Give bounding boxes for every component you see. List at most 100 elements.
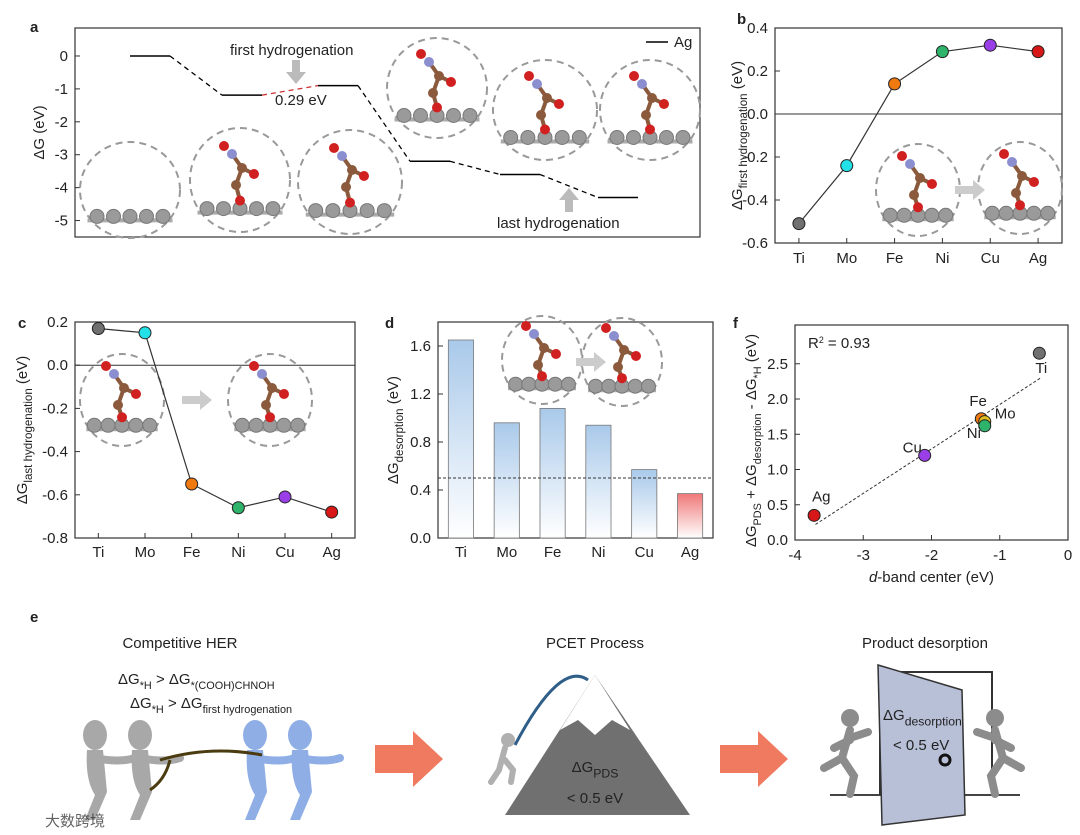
person-head [83,720,107,750]
atom [234,417,250,433]
molecule-atom [446,77,456,87]
data-point [983,38,997,52]
atom [155,208,171,224]
x-tick-label: Ag [322,544,340,561]
atom [413,108,428,123]
legend-label: Ag [674,34,692,51]
transition-arrow [182,390,212,410]
y-tick-label: 1.5 [767,426,788,443]
molecule-atom [532,79,542,89]
energy-connector [449,160,501,176]
y-tick-label: -0.6 [742,235,768,252]
y-axis-label-part: - ΔG [743,378,760,413]
x-tick-label: Ag [681,544,699,561]
person-arm [91,754,139,765]
molecule-atom [1015,200,1025,211]
desorption-label-part: desorption [905,714,962,728]
point-label: Fe [969,393,987,410]
y-axis-label-part: last hydrogenation [23,388,35,482]
x-tick-label: Cu [275,544,294,561]
plot-frame [74,27,701,238]
y-axis-label-part: desorption [752,413,764,464]
atom [199,201,215,217]
path-line [513,674,589,746]
atom [248,417,264,433]
atom [446,108,461,123]
molecule-atom [539,343,549,353]
molecule-atom [915,173,925,183]
molecule-atom [609,331,619,341]
door-knob [938,753,952,767]
process-arrow [375,731,443,787]
point-label: Ag [812,488,830,505]
formula-part: *H [140,680,152,692]
watermark: 大数跨境 [45,812,105,830]
y-tick-label: -3 [55,147,68,164]
molecule-atom [219,141,229,151]
y-tick-label: -0.6 [42,487,68,504]
molecule-atom [101,361,111,371]
section-title: Competitive HER [122,635,237,652]
atom [462,108,478,123]
molecule-atom [416,49,426,59]
x-tick-label: Ni [231,544,245,561]
molecule-atom [641,110,651,120]
y-axis-label-part: ΔG [743,525,760,547]
x-axis-label-part: -band center (eV) [877,569,994,586]
formula: ΔG*H > ΔGfirst hydrogenation [130,695,292,716]
bar [539,407,566,539]
panel-letter: c [18,315,26,332]
molecule-atom [117,412,127,423]
molecule-atom [521,321,531,331]
y-tick-label: 0.4 [747,20,768,37]
data-point [231,501,245,515]
energy-connector [261,84,319,96]
series-line [798,44,1039,225]
formula-part: > ΔG [152,671,191,688]
data-point [918,448,932,462]
x-tick-label: Ag [1029,250,1047,267]
y-tick-label: 0.0 [767,532,788,549]
molecule-atom [659,99,669,109]
runner-head [986,709,1004,727]
molecule-atom [524,71,534,81]
molecule-atom [617,373,627,384]
molecule-atom [249,169,259,179]
runner-body [973,726,1025,798]
molecule-atom [329,143,339,153]
y-tick-label: -0.2 [42,400,68,417]
x-tick-label: Ti [92,544,104,561]
model-outline [297,129,403,235]
molecule-atom [533,360,543,370]
model-outline [599,59,701,161]
y-tick-label: 0.0 [47,357,68,374]
climber-head [501,733,515,747]
data-point [278,490,292,504]
molecule-atom [231,180,241,190]
plot-frame [437,321,714,539]
atom [560,376,576,392]
data-point [792,217,806,231]
molecule-atom [601,323,611,333]
person-body [130,750,152,820]
molecule-atom [619,345,629,355]
atom [984,205,1000,221]
molecule-atom [536,110,546,120]
atom [359,203,375,219]
y-tick-label: 2.5 [767,356,788,373]
data-point [1031,45,1045,59]
atom [308,203,324,219]
x-axis-label-part: d [869,569,878,586]
formula-part: ΔG [118,671,140,688]
x-tick-label: Fe [886,250,904,267]
atom [547,376,563,392]
annotation-part: R [808,335,819,352]
formula-part: first hydrogenation [203,704,292,716]
molecule-atom [897,151,907,161]
formula-part: > ΔG [164,695,203,712]
molecule-atom [1007,157,1017,167]
molecule-atom [542,93,552,103]
rope [149,759,172,792]
process-arrow [720,731,788,787]
x-tick-label: Mo [496,544,517,561]
